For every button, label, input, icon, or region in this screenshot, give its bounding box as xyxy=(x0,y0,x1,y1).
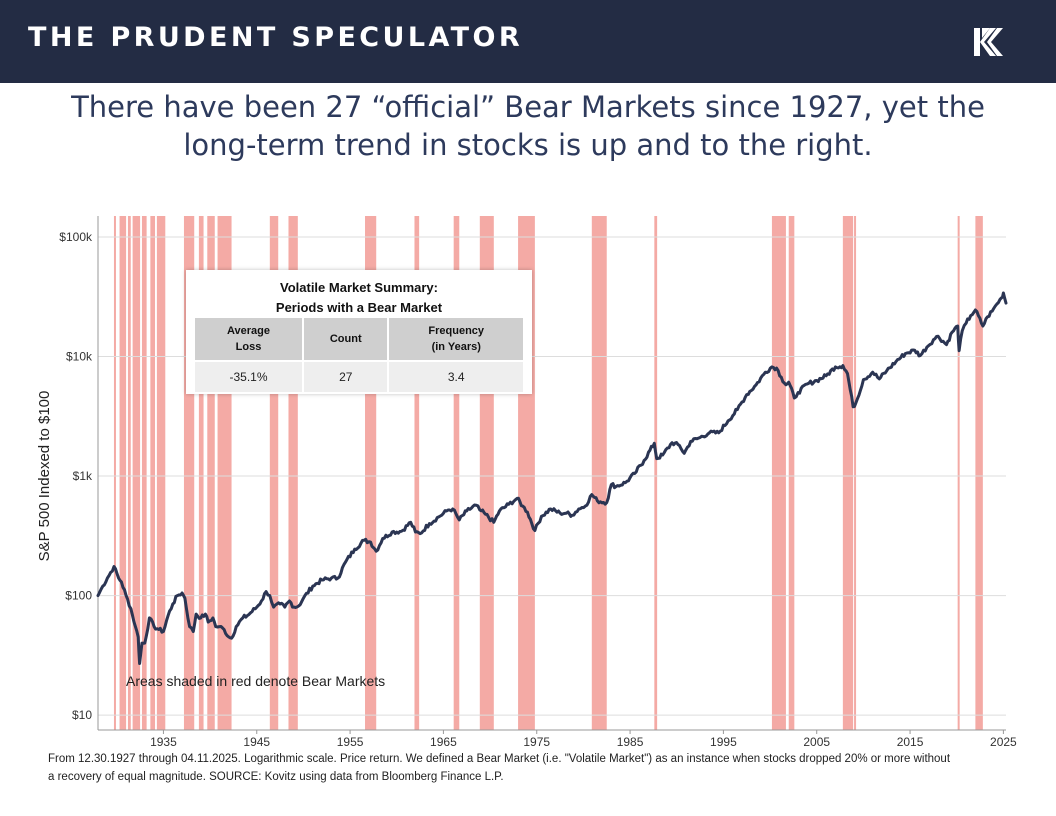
bear-market-band-15 xyxy=(453,216,460,730)
footnote-line-1: From 12.30.1927 through 04.11.2025. Loga… xyxy=(48,753,951,765)
bear-market-band-20 xyxy=(771,216,786,730)
bear-market-band-22 xyxy=(842,216,854,730)
header-count: Count xyxy=(304,318,388,362)
bear-market-band-14 xyxy=(414,216,420,730)
summary-title: Volatile Market Summary: Periods with a … xyxy=(186,270,532,318)
bear-market-band-18 xyxy=(591,216,607,730)
cell-average-loss: -35.1% xyxy=(195,362,303,392)
header-frequency-line-1: Frequency xyxy=(428,325,485,337)
header-frequency-line-2: (in Years) xyxy=(431,341,481,353)
bear-market-band-3 xyxy=(132,216,141,730)
bear-market-band-23 xyxy=(854,216,857,730)
x-tick-label: 1975 xyxy=(523,735,550,749)
bear-market-band-0 xyxy=(113,216,116,730)
x-tick-label: 1945 xyxy=(243,735,270,749)
header-average-loss: Average Loss xyxy=(195,318,303,362)
cell-frequency: 3.4 xyxy=(389,362,523,392)
headline-line-2: long-term trend in stocks is up and to t… xyxy=(183,128,873,162)
y-tick-label: $10 xyxy=(72,708,92,722)
bear-market-band-6 xyxy=(156,216,166,730)
x-tick-label: 1985 xyxy=(617,735,644,749)
footnote-line-2: a recovery of equal magnitude. SOURCE: K… xyxy=(48,771,504,783)
x-tick-label: 2005 xyxy=(803,735,830,749)
headline: There have been 27 “official” Bear Marke… xyxy=(20,88,1036,164)
header-frequency: Frequency (in Years) xyxy=(389,318,523,362)
sp500-series-line xyxy=(96,291,1008,665)
bear-market-band-9 xyxy=(207,216,215,730)
bear-market-band-8 xyxy=(198,216,204,730)
bear-market-band-1 xyxy=(119,216,127,730)
summary-title-line-1: Volatile Market Summary: xyxy=(280,280,438,295)
bear-market-annotation: Areas shaded in red denote Bear Markets xyxy=(126,673,385,689)
summary-grid: Average Loss Count Frequency (in Years) -3… xyxy=(193,318,525,392)
bear-market-band-7 xyxy=(183,216,195,730)
volatile-market-summary-table: Volatile Market Summary: Periods with a … xyxy=(186,270,532,394)
x-tick-label: 2015 xyxy=(897,735,924,749)
x-tick-label: 2025 xyxy=(990,735,1017,749)
header-average-loss-line-1: Average xyxy=(227,325,271,337)
y-tick-label: $1k xyxy=(73,469,93,483)
header-bar: THE PRUDENT SPECULATOR xyxy=(0,0,1056,83)
header-count-line-1: Count xyxy=(329,333,362,345)
bear-market-band-24 xyxy=(957,216,960,730)
y-tick-label: $10k xyxy=(66,350,93,364)
footnote: From 12.30.1927 through 04.11.2025. Loga… xyxy=(48,750,1038,786)
bear-market-band-12 xyxy=(288,216,298,730)
headline-line-1: There have been 27 “official” Bear Marke… xyxy=(71,90,985,124)
summary-title-line-2: Periods with a Bear Market xyxy=(275,300,443,315)
bear-market-band-4 xyxy=(141,216,147,730)
header-average-loss-line-2: Loss xyxy=(235,341,262,353)
bear-market-band-13 xyxy=(365,216,377,730)
bear-market-band-19 xyxy=(654,216,658,730)
y-axis-label: S&P 500 Indexed to $100 xyxy=(36,391,53,562)
x-tick-label: 1955 xyxy=(337,735,364,749)
bear-market-band-21 xyxy=(788,216,795,730)
x-tick-label: 1995 xyxy=(710,735,737,749)
grid-lines xyxy=(98,236,1006,716)
y-tick-label: $100 xyxy=(65,589,92,603)
x-tick-label: 1965 xyxy=(430,735,457,749)
bear-market-band-11 xyxy=(269,216,279,730)
bear-market-band-2 xyxy=(127,216,131,730)
bear-market-band-25 xyxy=(975,216,983,730)
cell-count: 27 xyxy=(304,362,388,392)
x-tick-label: 1935 xyxy=(150,735,177,749)
y-tick-label: $100k xyxy=(59,230,93,244)
axes: $10 $100 $1k $10k $100k 1935 1945 1955 1965 1975 1… xyxy=(59,216,1017,749)
bear-market-band-5 xyxy=(150,216,156,730)
kovitz-k-logo-icon xyxy=(974,28,1003,56)
brand-title: THE PRUDENT SPECULATOR xyxy=(28,22,524,53)
